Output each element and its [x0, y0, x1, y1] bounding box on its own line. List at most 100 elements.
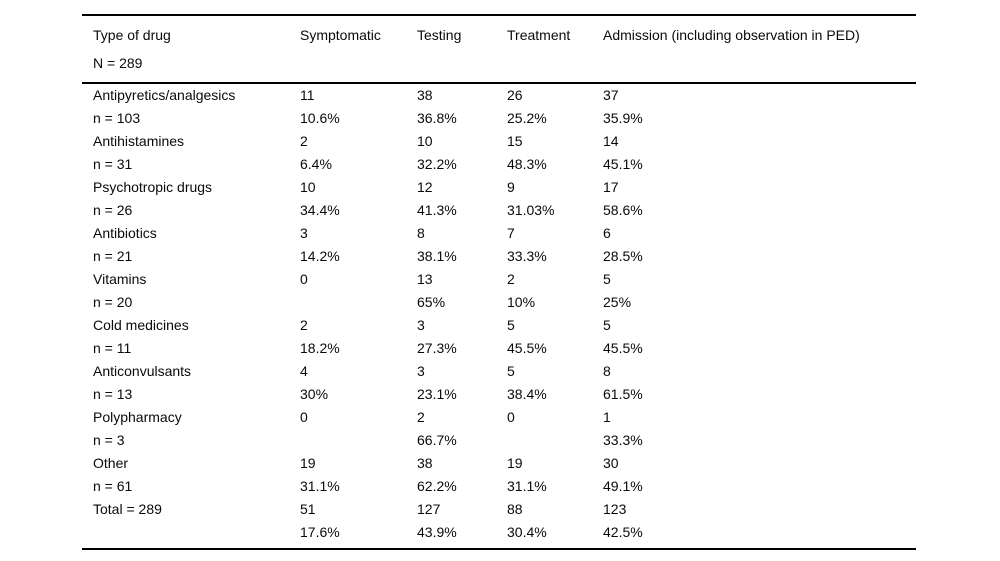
- cell-testing: 8: [417, 225, 425, 241]
- cell-treatment: 25.2%: [507, 110, 547, 126]
- cell-symptomatic: 17.6%: [300, 524, 340, 540]
- cell-treatment: 0: [507, 409, 515, 425]
- cell-treatment: 2: [507, 271, 515, 287]
- cell-treatment: 7: [507, 225, 515, 241]
- cell-symptomatic: 11: [300, 87, 315, 103]
- cell-treatment: [507, 429, 603, 452]
- cell-testing: 38.1%: [417, 248, 457, 264]
- cell-treatment: 19: [507, 455, 523, 471]
- cell-drug-type: Polypharmacy: [93, 409, 182, 425]
- cell-admission: 6: [603, 225, 611, 241]
- cell-testing: 43.9%: [417, 524, 457, 540]
- cell-drug-type: n = 61: [93, 478, 133, 494]
- cell-drug-type: Antipyretics/analgesics: [93, 87, 236, 103]
- cell-drug-type: n = 11: [93, 340, 132, 356]
- cell-symptomatic: 30%: [300, 386, 329, 402]
- table-row: n = 26 34.4% 41.3% 31.03% 58.6%: [82, 199, 916, 222]
- table-row: Other 19 38 19 30: [82, 452, 916, 475]
- cell-treatment: 9: [507, 179, 515, 195]
- cell-drug-type: n = 3: [93, 432, 125, 448]
- cell-treatment: 26: [507, 87, 523, 103]
- cell-symptomatic: 2: [300, 317, 308, 333]
- cell-drug-type: n = 103: [93, 110, 141, 126]
- cell-testing: 23.1%: [417, 386, 457, 402]
- drug-table-container: Type of drug N = 289 Symptomatic Testing…: [82, 14, 916, 550]
- column-header-testing: Testing: [417, 27, 462, 43]
- table-row: Total = 289 51 127 88 123: [82, 498, 916, 521]
- cell-admission: 45.1%: [603, 156, 643, 172]
- cell-testing: 36.8%: [417, 110, 457, 126]
- cell-drug-type: n = 21: [93, 248, 133, 264]
- cell-testing: 2: [417, 409, 425, 425]
- cell-testing: 10: [417, 133, 433, 149]
- cell-testing: 41.3%: [417, 202, 457, 218]
- cell-symptomatic: 51: [300, 501, 316, 517]
- cell-admission: 8: [603, 363, 611, 379]
- table-row: Vitamins 0 13 2 5: [82, 268, 916, 291]
- table-row: n = 61 31.1% 62.2% 31.1% 49.1%: [82, 475, 916, 498]
- cell-admission: 30: [603, 455, 619, 471]
- cell-testing: 65%: [417, 294, 446, 310]
- cell-treatment: 30.4%: [507, 524, 547, 540]
- cell-symptomatic: 10.6%: [300, 110, 340, 126]
- cell-treatment: 15: [507, 133, 523, 149]
- table-row: Anticonvulsants 4 3 5 8: [82, 360, 916, 383]
- cell-symptomatic: 34.4%: [300, 202, 340, 218]
- table-bottom-spacer: [82, 544, 916, 549]
- cell-testing: 12: [417, 179, 433, 195]
- table-row: n = 13 30% 23.1% 38.4% 61.5%: [82, 383, 916, 406]
- column-header-type-of-drug-label: Type of drug: [93, 27, 171, 43]
- cell-admission: 61.5%: [603, 386, 643, 402]
- table-row: Antibiotics 3 8 7 6: [82, 222, 916, 245]
- cell-symptomatic: 0: [300, 409, 308, 425]
- table-row: Cold medicines 2 3 5 5: [82, 314, 916, 337]
- cell-admission: 28.5%: [603, 248, 643, 264]
- cell-admission: 58.6%: [603, 202, 643, 218]
- column-header-admission: Admission (including observation in PED): [603, 27, 860, 43]
- cell-symptomatic: 14.2%: [300, 248, 340, 264]
- cell-testing: 32.2%: [417, 156, 457, 172]
- cell-testing: 66.7%: [417, 432, 457, 448]
- cell-drug-type: Other: [93, 455, 129, 471]
- cell-treatment: 5: [507, 363, 515, 379]
- cell-admission: 45.5%: [603, 340, 643, 356]
- cell-admission: 14: [603, 133, 619, 149]
- cell-testing: 38: [417, 87, 433, 103]
- cell-admission: 1: [603, 409, 611, 425]
- cell-admission: 5: [603, 271, 611, 287]
- cell-drug-type: n = 26: [93, 202, 133, 218]
- drug-disposition-table: Type of drug N = 289 Symptomatic Testing…: [82, 14, 916, 550]
- cell-symptomatic: 0: [300, 271, 308, 287]
- column-header-type-of-drug: Type of drug N = 289: [82, 15, 300, 83]
- table-header: Type of drug N = 289 Symptomatic Testing…: [82, 15, 916, 83]
- cell-testing: 27.3%: [417, 340, 457, 356]
- cell-treatment: 31.03%: [507, 202, 555, 218]
- cell-drug-type: Anticonvulsants: [93, 363, 192, 379]
- cell-symptomatic: 4: [300, 363, 308, 379]
- table-bottom-spacer-cell: [82, 544, 916, 549]
- table-row: Polypharmacy 0 2 0 1: [82, 406, 916, 429]
- cell-admission: 17: [603, 179, 619, 195]
- cell-symptomatic: 18.2%: [300, 340, 340, 356]
- cell-treatment: 5: [507, 317, 515, 333]
- cell-admission: 42.5%: [603, 524, 643, 540]
- table-row: n = 103 10.6% 36.8% 25.2% 35.9%: [82, 107, 916, 130]
- column-header-treatment: Treatment: [507, 27, 571, 43]
- cell-symptomatic: 31.1%: [300, 478, 340, 494]
- cell-treatment: 38.4%: [507, 386, 547, 402]
- cell-drug-type: Antibiotics: [93, 225, 157, 241]
- table-row: n = 3 66.7% 33.3%: [82, 429, 916, 452]
- cell-symptomatic: 10: [300, 179, 316, 195]
- cell-testing: 127: [417, 501, 441, 517]
- cell-admission: 33.3%: [603, 432, 643, 448]
- cell-drug-type: n = 20: [93, 294, 133, 310]
- cell-testing: 62.2%: [417, 478, 457, 494]
- table-row: n = 11 18.2% 27.3% 45.5% 45.5%: [82, 337, 916, 360]
- table-row: Antihistamines 2 10 15 14: [82, 130, 916, 153]
- table-row: n = 31 6.4% 32.2% 48.3% 45.1%: [82, 153, 916, 176]
- cell-drug-type: n = 31: [93, 156, 133, 172]
- cell-drug-type: Psychotropic drugs: [93, 179, 213, 195]
- cell-treatment: 31.1%: [507, 478, 547, 494]
- cell-drug-type: Antihistamines: [93, 133, 185, 149]
- cell-testing: 3: [417, 317, 425, 333]
